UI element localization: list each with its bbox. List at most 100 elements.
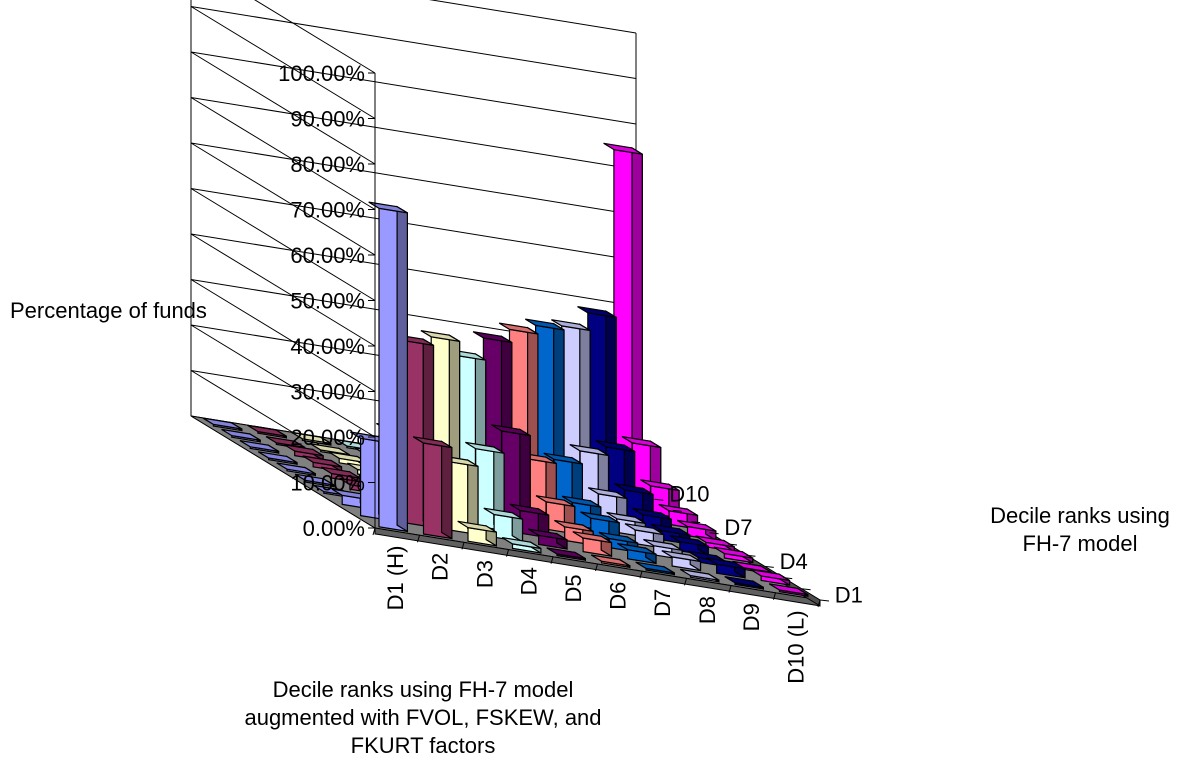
bar: [750, 569, 791, 587]
bar-top: [320, 466, 361, 479]
bar: [724, 576, 765, 591]
z-tick-label: 40.00%: [290, 334, 365, 359]
y-tick-label: D1: [835, 582, 863, 607]
y-tick: [709, 532, 719, 535]
bar: [616, 542, 657, 565]
chart-axes: [368, 72, 830, 608]
bar-top: [643, 538, 683, 551]
x-tick-label: D10 (L): [784, 610, 809, 683]
bar: [679, 568, 720, 583]
bar-top: [310, 443, 350, 456]
y-tick: [746, 554, 756, 557]
x-tick-label: D8: [695, 596, 720, 624]
bar-top: [679, 568, 720, 581]
x-tick: [684, 578, 687, 586]
bar-top: [561, 495, 602, 508]
bar-top: [294, 473, 335, 486]
bar-top: [606, 511, 646, 524]
x-tick: [639, 571, 643, 579]
x-tick: [506, 549, 509, 557]
y-tick: [783, 577, 793, 580]
bar-top: [284, 444, 324, 457]
bar: [661, 550, 702, 572]
bar-top: [546, 547, 586, 560]
bar-top: [291, 432, 332, 444]
bar-top: [276, 462, 316, 475]
x-axis-title: Decile ranks using FH-7 model: [273, 677, 574, 702]
z-tick-label: 30.00%: [290, 380, 365, 405]
bar-top: [676, 519, 717, 532]
bar-top: [509, 503, 549, 516]
x-axis-title: augmented with FVOL, FSKEW, and: [244, 705, 601, 730]
x-tick: [595, 563, 598, 572]
bar: [572, 531, 613, 558]
x-tick: [728, 585, 732, 593]
bar: [603, 142, 643, 497]
bar-top: [577, 306, 617, 318]
bar-top: [635, 561, 675, 574]
bar-top: [624, 523, 665, 536]
z-tick-label: 0.00%: [303, 516, 365, 541]
bar-top: [640, 479, 680, 492]
z-tick-label: 10.00%: [290, 471, 365, 496]
bar: [221, 428, 261, 443]
bar: [676, 519, 717, 542]
z-axis-title: Percentage of funds: [10, 298, 207, 323]
bar: [713, 546, 754, 564]
x-axis-title: FKURT factors: [351, 733, 496, 758]
z-tick-label: 100.00%: [278, 61, 365, 86]
y-tick: [819, 599, 830, 602]
chart-bars: [202, 142, 809, 598]
y-tick-label: D4: [780, 549, 808, 574]
bar-top: [239, 440, 279, 452]
bar-top: [527, 528, 568, 541]
y-axis-title: Decile ranks using: [990, 503, 1170, 528]
y-tick: [654, 498, 664, 501]
bar: [590, 554, 631, 569]
y-tick: [691, 521, 701, 524]
x-tick-label: D3: [472, 560, 497, 588]
bar-top: [501, 537, 542, 550]
x-tick-label: D2: [428, 553, 453, 581]
bar-top: [661, 550, 701, 563]
bar-top: [598, 531, 638, 544]
bar: [202, 417, 243, 432]
bar-top: [750, 569, 790, 582]
bar-top: [221, 428, 261, 441]
bar-top: [420, 330, 460, 342]
bar: [412, 436, 453, 540]
bar-top: [724, 576, 764, 588]
bar-top: [669, 534, 709, 547]
bar-top: [412, 436, 453, 449]
x-tick-label: D6: [606, 582, 631, 610]
z-tick-label: 20.00%: [290, 425, 365, 450]
bar: [291, 432, 332, 447]
x-tick: [372, 527, 376, 536]
bar-top: [465, 441, 505, 454]
bar: [768, 583, 809, 598]
z-tick-label: 60.00%: [290, 243, 365, 268]
y-tick-label: D10: [669, 482, 709, 507]
x-tick-label: D7: [650, 589, 675, 617]
bar-top: [535, 495, 576, 508]
y-tick: [727, 543, 738, 546]
x-tick: [550, 556, 554, 564]
bar-top: [616, 542, 657, 555]
bar-top: [498, 322, 539, 335]
bar-top: [569, 444, 609, 457]
bar-top: [580, 511, 620, 524]
bar-top: [257, 451, 298, 464]
bar: [546, 547, 587, 562]
z-tick-label: 80.00%: [290, 152, 365, 177]
x-tick: [773, 592, 776, 600]
bar-top: [491, 424, 531, 437]
bar: [239, 440, 280, 455]
bar: [257, 451, 298, 466]
bar-top: [457, 520, 497, 533]
chart-labels: 0.00% 10.00% 20.00% 30.00% 40.00% 50.00% 60.00…: [10, 61, 1170, 758]
bar-top: [368, 201, 408, 214]
bar-top: [483, 507, 523, 520]
z-tick-label: 50.00%: [290, 289, 365, 314]
bar-side: [441, 440, 453, 540]
